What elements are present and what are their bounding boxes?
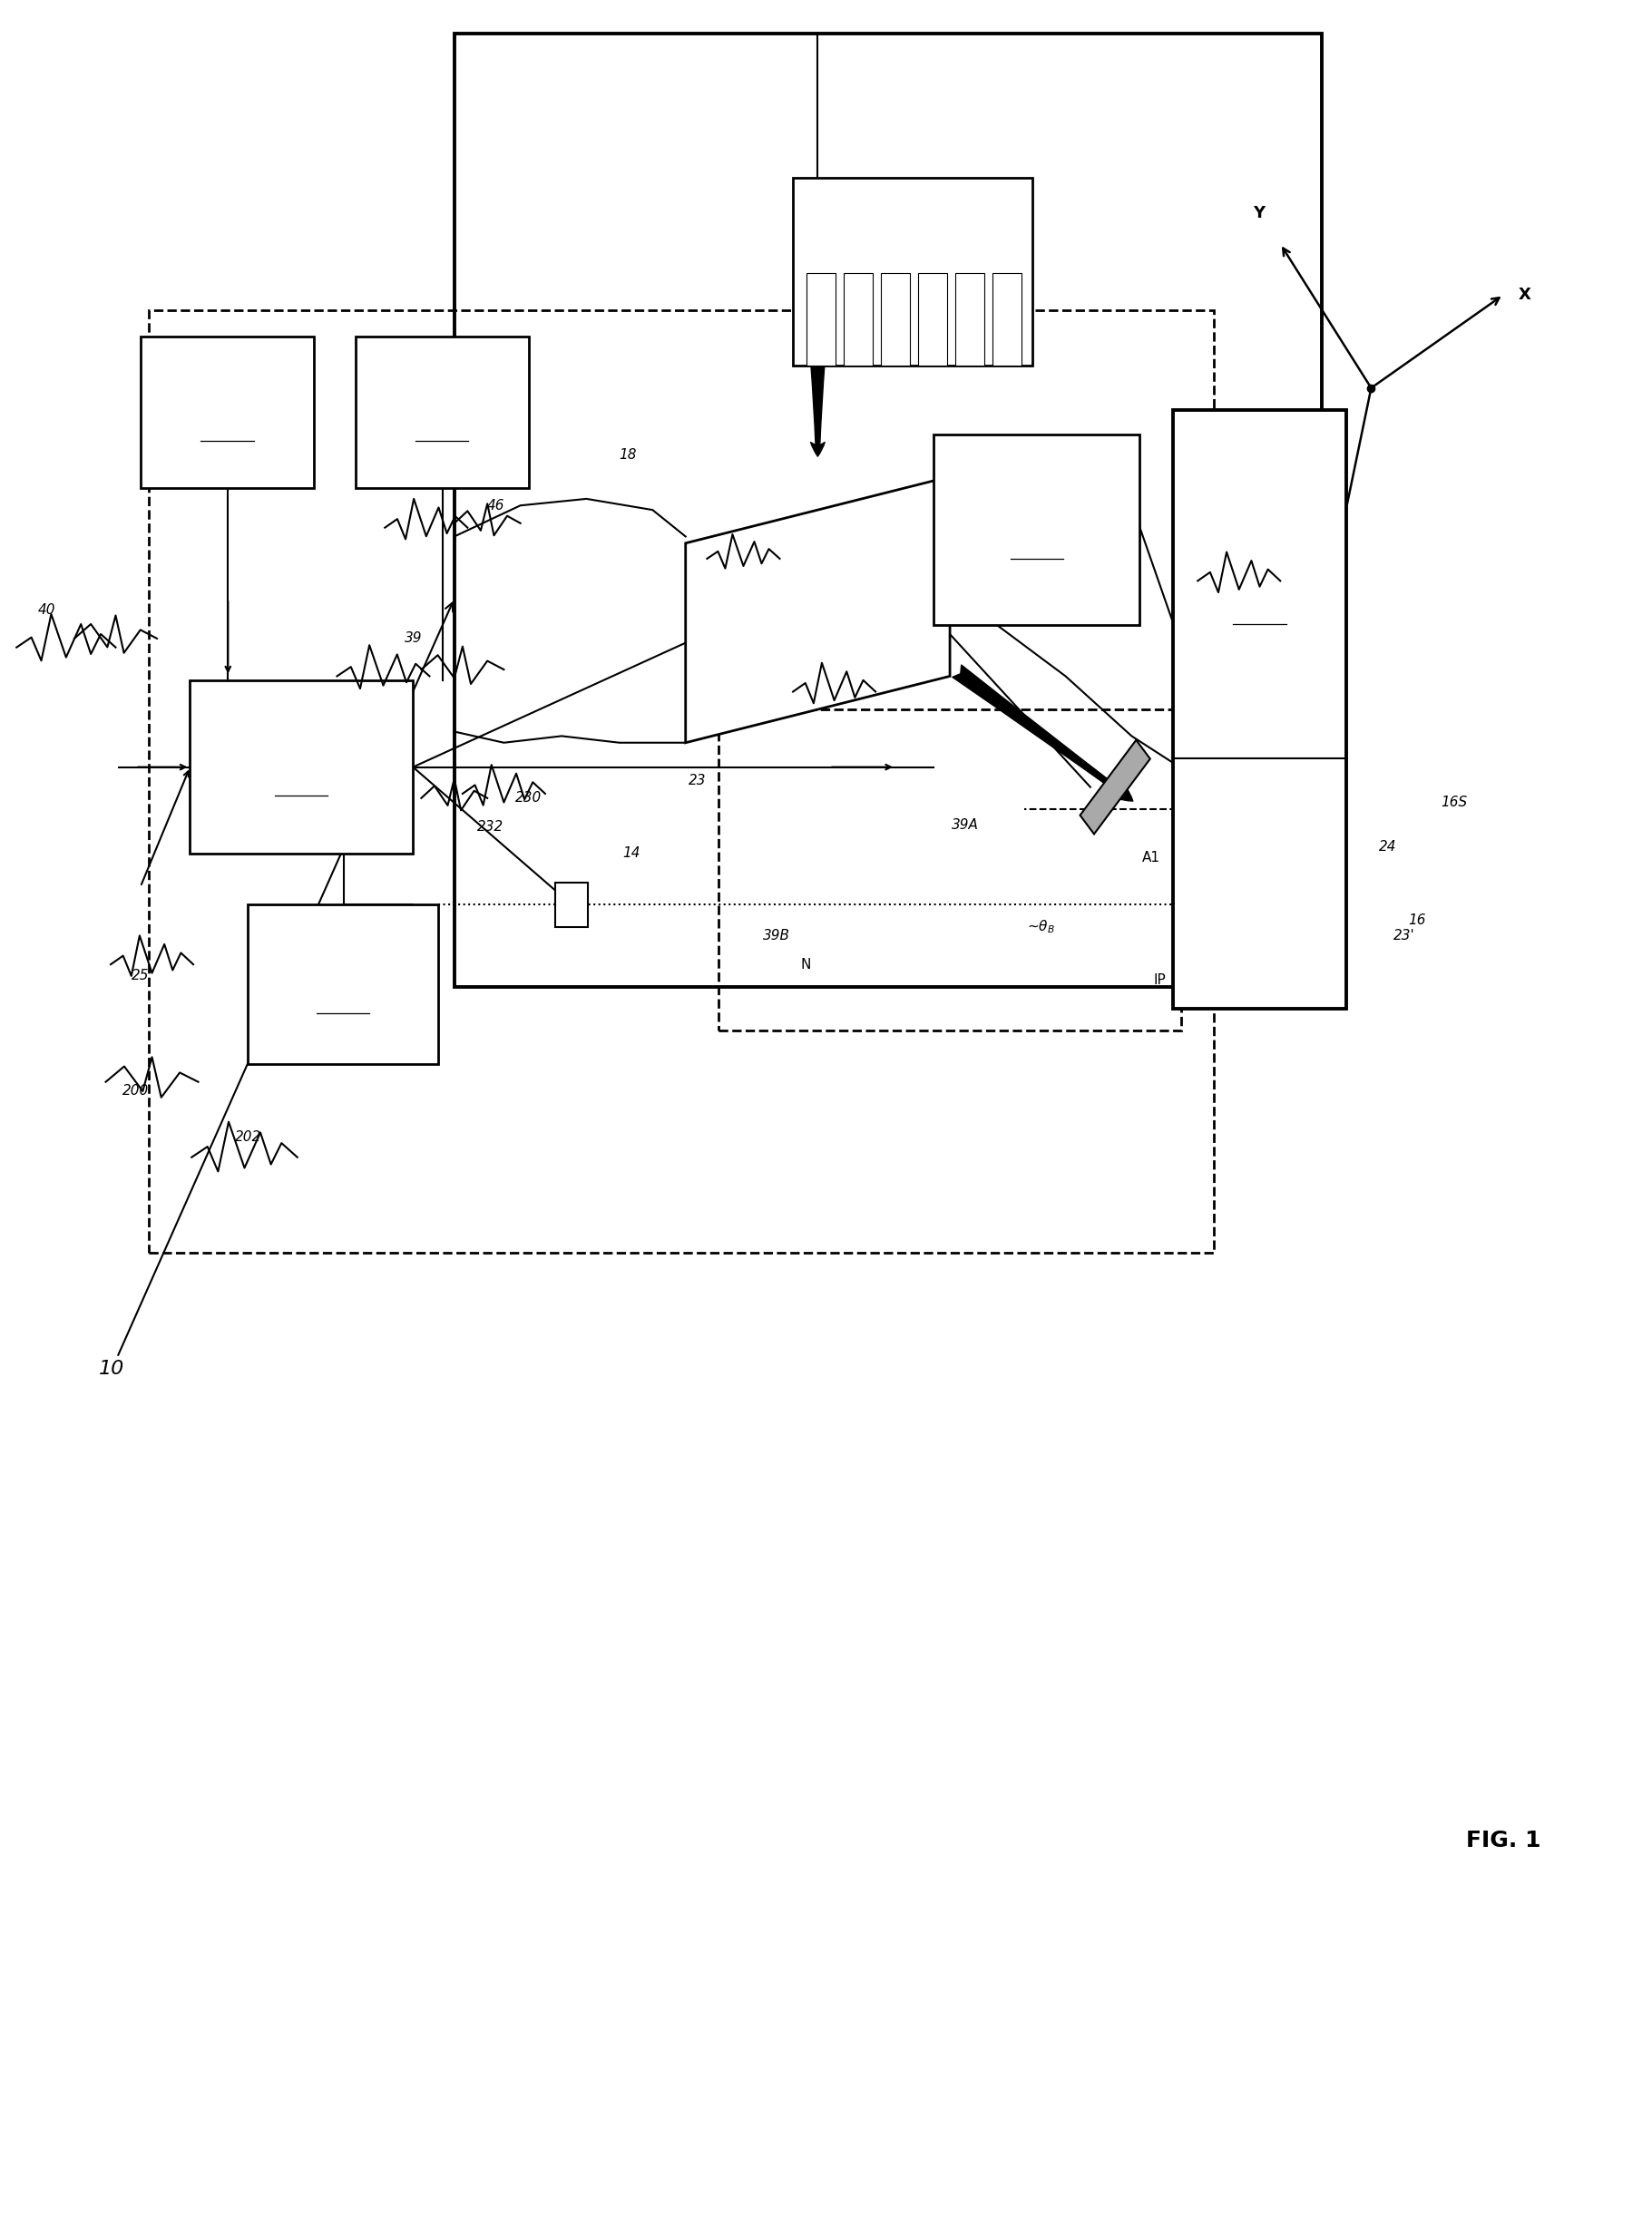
Text: 42: 42	[760, 658, 776, 672]
Bar	[140, 337, 314, 488]
Text: 16S: 16S	[1441, 796, 1467, 809]
Text: ~$\theta_B$: ~$\theta_B$	[1028, 918, 1054, 936]
Text: 200: 200	[122, 1084, 149, 1097]
Text: 210: 210	[1308, 548, 1335, 561]
Bar	[149, 310, 1214, 1253]
Text: 38: 38	[1247, 747, 1264, 760]
Text: 10: 10	[99, 603, 453, 1379]
Bar	[1173, 410, 1346, 1009]
Bar	[555, 882, 588, 927]
Bar	[454, 33, 1322, 987]
Text: X: X	[1518, 286, 1531, 304]
Text: 39: 39	[405, 632, 421, 645]
Text: 34: 34	[1026, 521, 1047, 539]
Text: 23': 23'	[1393, 929, 1416, 942]
Text: 40: 40	[38, 603, 55, 616]
Text: 39B: 39B	[763, 929, 790, 942]
Text: 34: 34	[1066, 486, 1082, 499]
Text: 22: 22	[808, 590, 828, 607]
Bar	[248, 905, 438, 1064]
Text: Z: Z	[1307, 612, 1320, 630]
Text: A1: A1	[1143, 851, 1160, 865]
Text: 202: 202	[235, 1131, 261, 1144]
Text: 232: 232	[477, 820, 504, 834]
Text: 16: 16	[1409, 913, 1426, 927]
Text: 14: 14	[623, 847, 639, 860]
Text: 39A: 39A	[952, 818, 978, 831]
Text: N: N	[801, 958, 811, 971]
Bar	[991, 273, 1021, 366]
Bar	[933, 435, 1140, 625]
Bar	[793, 177, 1032, 366]
Text: 28: 28	[216, 403, 238, 421]
Text: 206: 206	[730, 543, 757, 556]
Bar	[806, 273, 836, 366]
Text: 12: 12	[902, 219, 923, 237]
Bar	[719, 709, 1181, 1031]
Text: 32: 32	[332, 975, 354, 993]
Text: 46: 46	[487, 499, 504, 512]
Text: 24: 24	[1379, 840, 1396, 854]
Text: IP: IP	[1153, 973, 1166, 987]
Text: 23: 23	[689, 774, 705, 787]
Bar	[919, 273, 948, 366]
Bar	[843, 273, 872, 366]
Polygon shape	[686, 477, 950, 743]
Text: FIG. 1: FIG. 1	[1465, 1829, 1541, 1851]
Text: 22: 22	[1041, 552, 1057, 565]
Text: 230: 230	[515, 791, 542, 805]
Bar	[190, 681, 413, 854]
Text: 12: 12	[892, 308, 909, 321]
Bar	[955, 273, 985, 366]
Text: 25: 25	[132, 969, 149, 982]
Text: 18: 18	[620, 448, 636, 461]
Bar	[881, 273, 910, 366]
Text: 17: 17	[1249, 588, 1270, 603]
Bar	[355, 337, 529, 488]
Text: 20: 20	[963, 348, 980, 361]
Text: Y: Y	[1252, 204, 1265, 222]
Text: 26: 26	[291, 758, 312, 776]
Text: 30: 30	[431, 403, 453, 421]
Polygon shape	[1080, 740, 1150, 834]
